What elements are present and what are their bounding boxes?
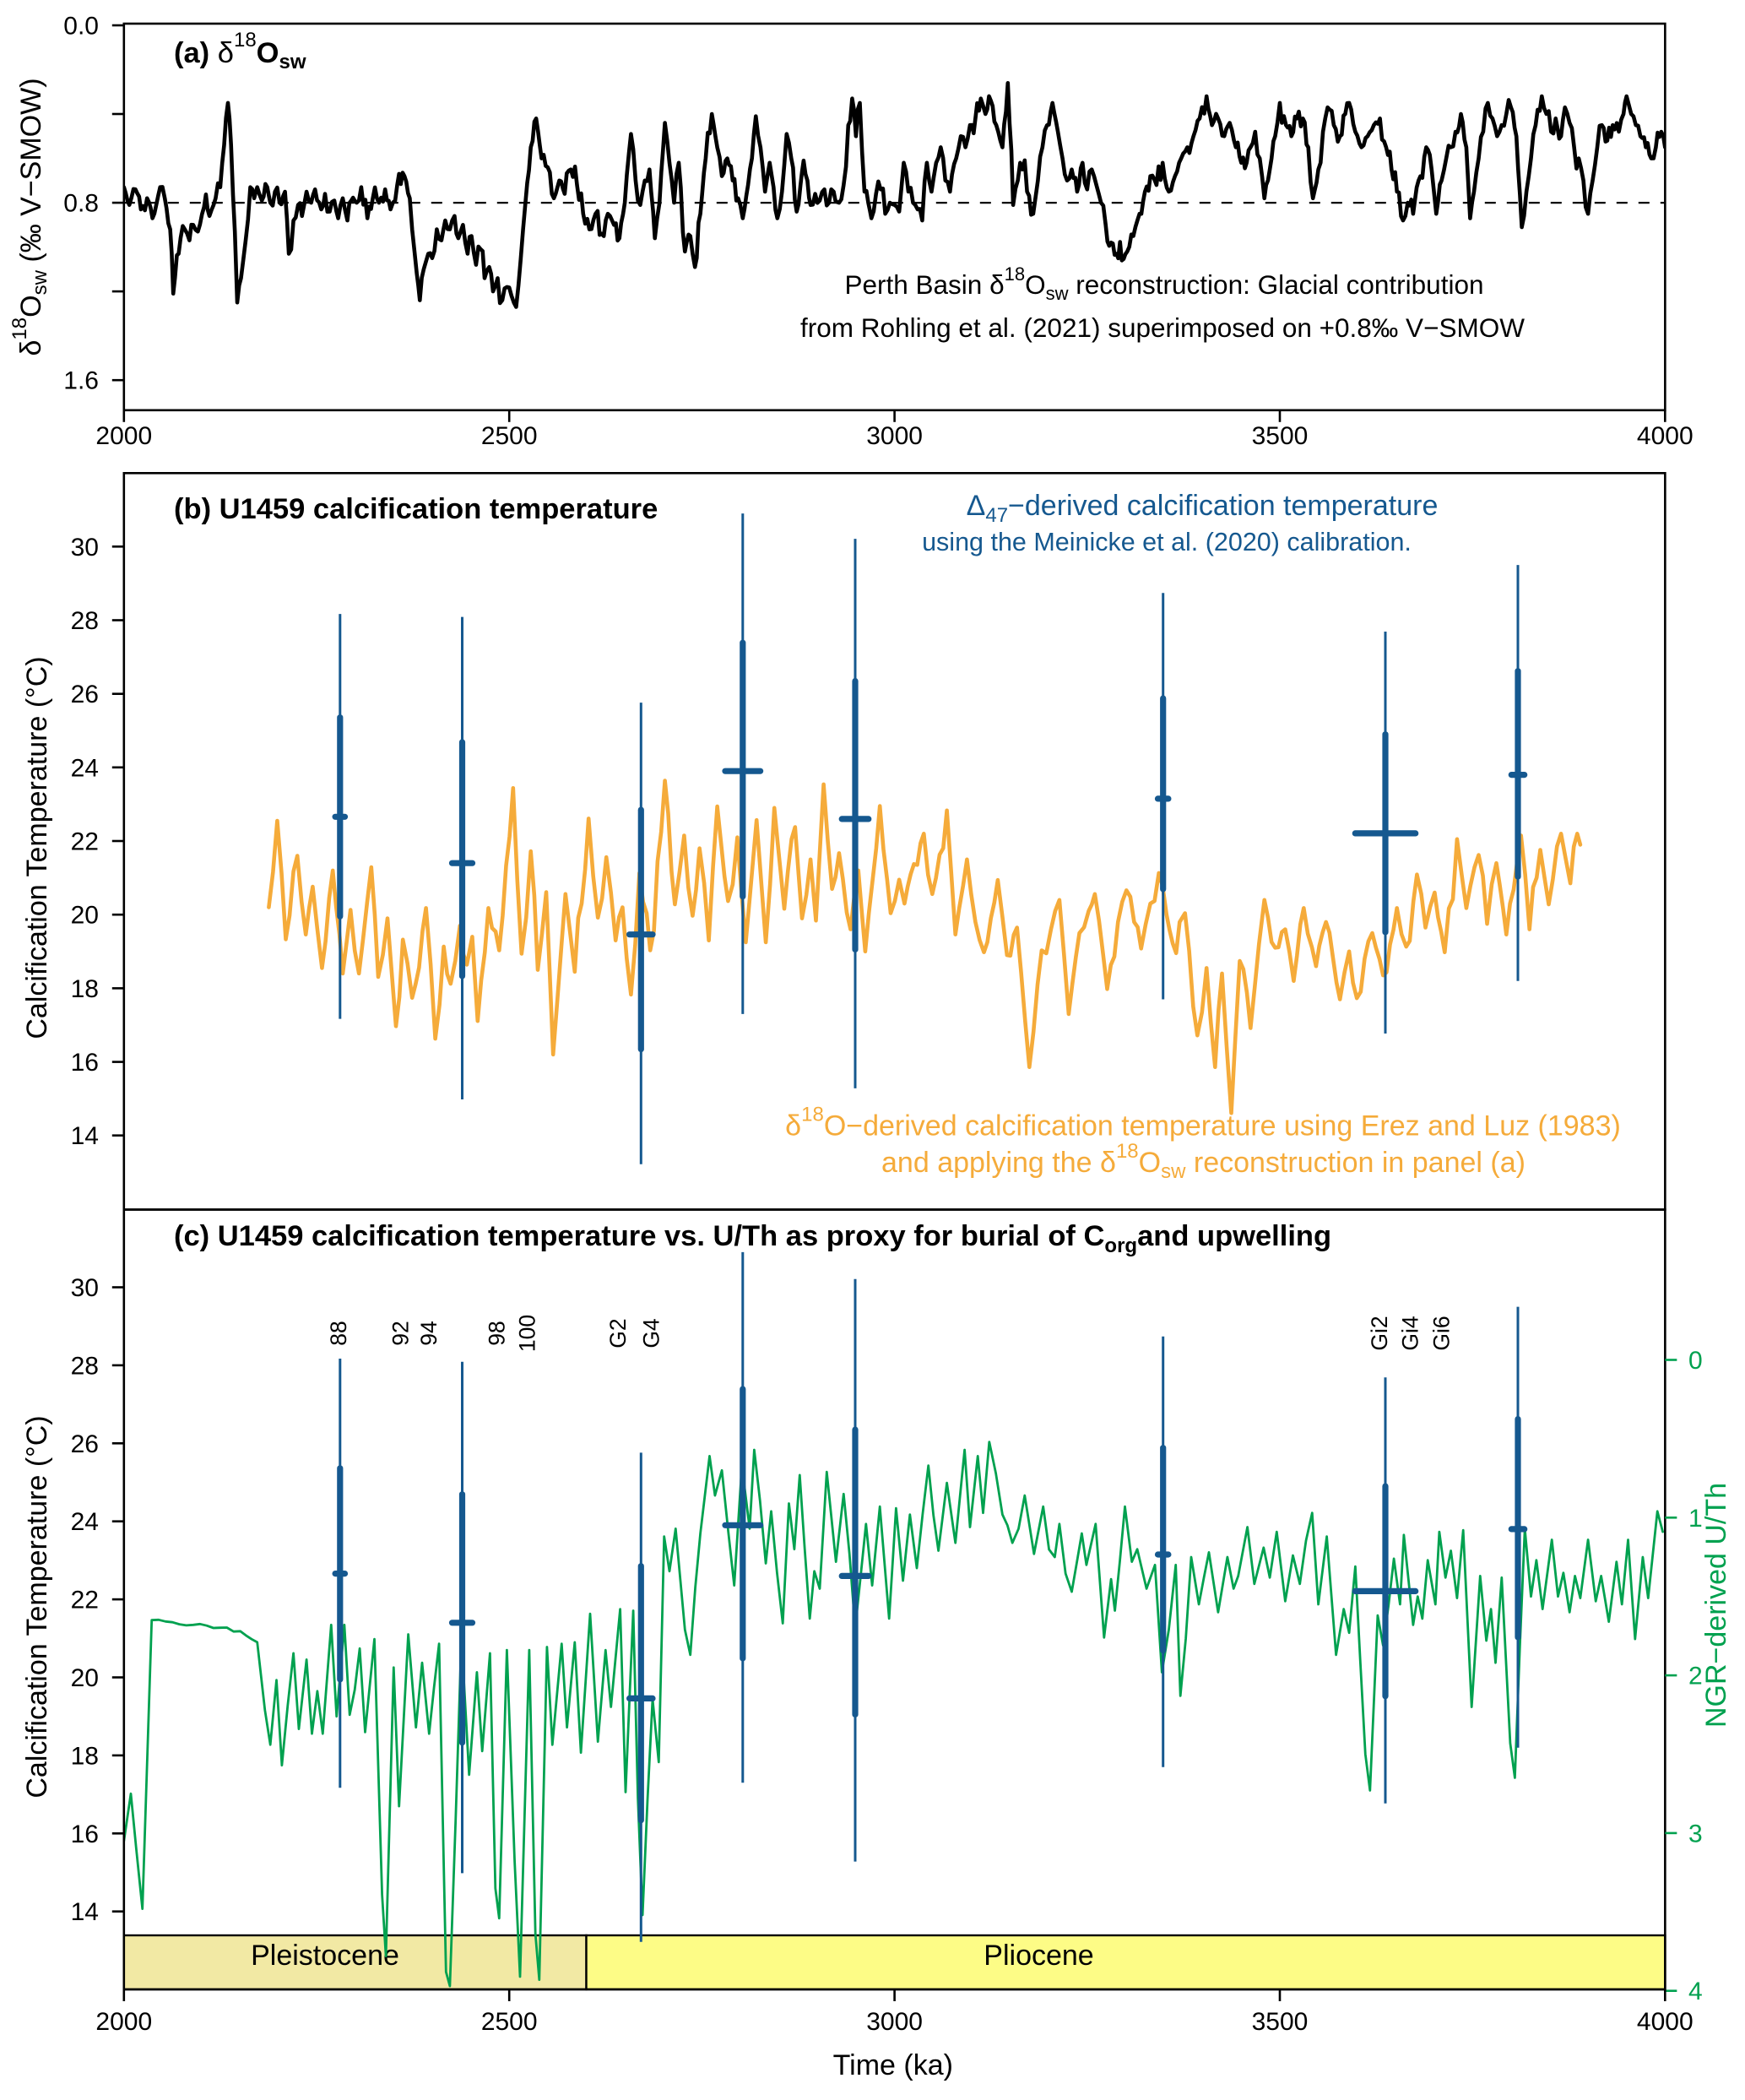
svg-text:3000: 3000 xyxy=(866,2008,923,2036)
svg-text:0.8: 0.8 xyxy=(63,190,99,218)
svg-text:18: 18 xyxy=(71,1742,99,1770)
svg-text:30: 30 xyxy=(71,534,99,562)
svg-text:26: 26 xyxy=(71,1430,99,1458)
svg-text:30: 30 xyxy=(71,1274,99,1302)
svg-text:(c) U1459 calcification temper: (c) U1459 calcification temperature vs. … xyxy=(174,1220,1331,1257)
svg-text:20: 20 xyxy=(71,902,99,930)
svg-text:Pliocene: Pliocene xyxy=(984,1940,1093,1972)
svg-text:14: 14 xyxy=(71,1122,99,1150)
svg-text:24: 24 xyxy=(71,1508,99,1536)
svg-text:4000: 4000 xyxy=(1637,2008,1694,2036)
svg-text:4000: 4000 xyxy=(1637,422,1694,450)
svg-text:98: 98 xyxy=(485,1321,510,1345)
svg-text:2000: 2000 xyxy=(95,422,152,450)
svg-text:(b) U1459 calcification temper: (b) U1459 calcification temperature xyxy=(174,493,658,525)
svg-text:14: 14 xyxy=(71,1898,99,1926)
svg-text:22: 22 xyxy=(71,828,99,856)
svg-text:18: 18 xyxy=(71,975,99,1003)
svg-text:94: 94 xyxy=(416,1321,442,1345)
svg-text:Δ47−derived calcification temp: Δ47−derived calcification temperature xyxy=(967,490,1439,527)
svg-text:Perth Basin δ18Osw reconstruct: Perth Basin δ18Osw reconstruction: Glaci… xyxy=(844,263,1483,304)
svg-text:22: 22 xyxy=(71,1587,99,1614)
svg-text:4: 4 xyxy=(1688,1978,1703,2005)
svg-text:3: 3 xyxy=(1688,1820,1703,1848)
svg-text:88: 88 xyxy=(326,1321,351,1345)
svg-text:20: 20 xyxy=(71,1664,99,1692)
svg-text:δ18Osw (‰ V−SMOW): δ18Osw (‰ V−SMOW) xyxy=(8,78,51,355)
svg-text:G2: G2 xyxy=(605,1318,631,1348)
svg-text:using the Meinicke et al. (202: using the Meinicke et al. (2020) calibra… xyxy=(922,528,1412,556)
svg-text:δ18O−derived calcification tem: δ18O−derived calcification temperature u… xyxy=(785,1104,1621,1142)
svg-text:NGR−derived U/Th: NGR−derived U/Th xyxy=(1700,1483,1732,1728)
svg-text:100: 100 xyxy=(515,1315,540,1352)
svg-text:from Rohling et al. (2021) sup: from Rohling et al. (2021) superimposed … xyxy=(800,312,1525,343)
svg-text:3500: 3500 xyxy=(1252,2008,1309,2036)
svg-text:0: 0 xyxy=(1688,1347,1703,1375)
svg-text:0.0: 0.0 xyxy=(63,13,99,41)
svg-text:24: 24 xyxy=(71,754,99,782)
svg-text:1: 1 xyxy=(1688,1505,1703,1533)
svg-text:Time (ka): Time (ka) xyxy=(833,2049,953,2081)
svg-text:28: 28 xyxy=(71,1352,99,1380)
svg-text:16: 16 xyxy=(71,1049,99,1077)
svg-text:2000: 2000 xyxy=(95,2008,152,2036)
svg-text:Calcification Temperature (°C): Calcification Temperature (°C) xyxy=(21,1415,53,1798)
svg-text:26: 26 xyxy=(71,681,99,708)
svg-text:2: 2 xyxy=(1688,1663,1703,1690)
svg-text:2500: 2500 xyxy=(481,422,538,450)
svg-text:and applying the δ18Osw recons: and applying the δ18Osw reconstruction i… xyxy=(881,1140,1526,1183)
svg-text:28: 28 xyxy=(71,607,99,635)
svg-text:16: 16 xyxy=(71,1821,99,1848)
svg-text:92: 92 xyxy=(388,1321,414,1345)
svg-text:3000: 3000 xyxy=(866,422,923,450)
svg-text:Pleistocene: Pleistocene xyxy=(251,1940,399,1972)
svg-text:2500: 2500 xyxy=(481,2008,538,2036)
svg-text:Calcification Temperature (°C): Calcification Temperature (°C) xyxy=(21,656,53,1039)
svg-text:Gi2: Gi2 xyxy=(1367,1316,1392,1350)
svg-text:G4: G4 xyxy=(638,1318,664,1348)
svg-text:3500: 3500 xyxy=(1252,422,1309,450)
svg-text:Gi4: Gi4 xyxy=(1398,1316,1423,1350)
svg-text:Gi6: Gi6 xyxy=(1429,1316,1455,1350)
svg-text:1.6: 1.6 xyxy=(63,367,99,395)
